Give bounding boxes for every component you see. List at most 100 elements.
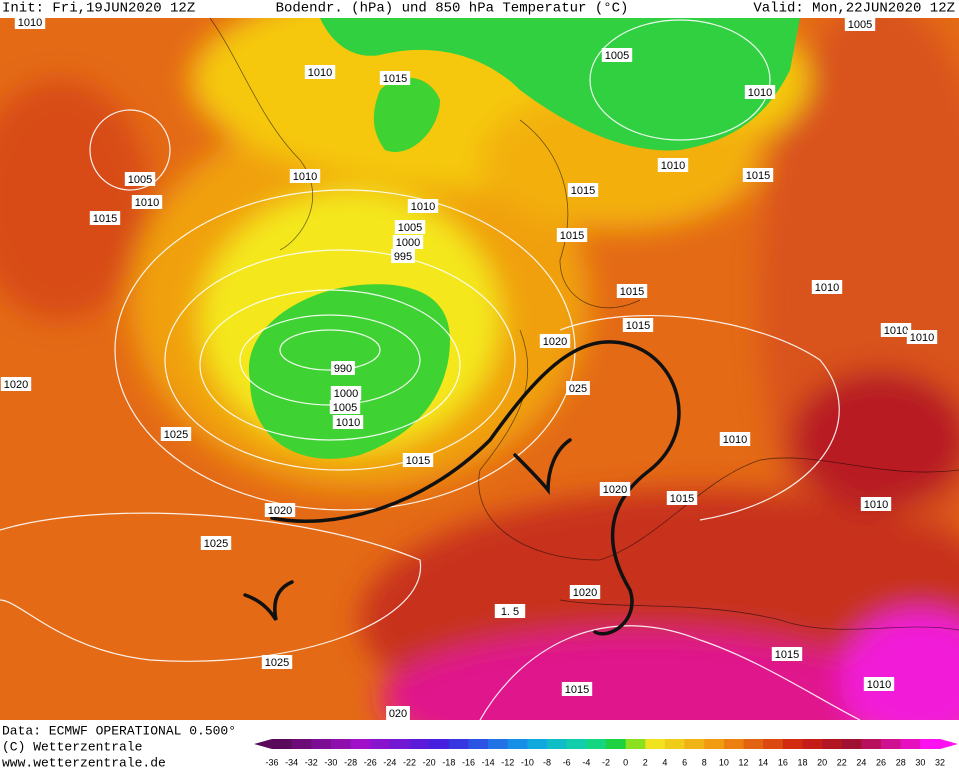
isobar-label-box: [200, 536, 232, 550]
legend-label: 12: [739, 757, 749, 767]
isobar-label: 1015: [620, 286, 644, 298]
legend-label: -26: [364, 757, 377, 767]
isobar-label: 1020: [603, 484, 627, 496]
isobar-label: 1025: [204, 538, 228, 550]
isobar-label: 1025: [265, 657, 289, 669]
isobar-label: 1005: [848, 19, 872, 31]
isobar-label-box: [771, 647, 803, 661]
legend-swatch: [448, 739, 469, 749]
green-area: [373, 77, 440, 152]
isobar-label-box: [0, 377, 32, 391]
legend-label: -12: [501, 757, 514, 767]
legend-label: -28: [344, 757, 357, 767]
hand-drawn-ridges: [243, 340, 681, 636]
isobar-label-box: [566, 381, 590, 395]
legend-label: -24: [383, 757, 396, 767]
legend-label: 22: [837, 757, 847, 767]
legend-swatch: [547, 739, 568, 749]
isobar-label: 1020: [4, 379, 28, 391]
legend-label: 16: [778, 757, 788, 767]
legend-end: [254, 739, 272, 749]
legend-swatch: [311, 739, 332, 749]
isobar-label-box: [657, 158, 689, 172]
isobar-label: 1015: [670, 493, 694, 505]
legend-swatch: [881, 739, 902, 749]
legend-swatch: [664, 739, 686, 749]
isobar-label: 1020: [543, 336, 567, 348]
legend-label: -10: [521, 757, 534, 767]
isobar-label: 1005: [333, 402, 357, 414]
isobar-label: 1010: [293, 171, 317, 183]
isobar-label: 1010: [308, 67, 332, 79]
legend-swatch: [723, 739, 745, 749]
isobar-label: 1005: [398, 222, 422, 234]
isobar-label-box: [863, 677, 895, 691]
legend-label: 0: [623, 757, 628, 767]
isobar-label: 020: [389, 708, 407, 720]
isobar-label-box: [332, 415, 364, 429]
legend-swatch: [488, 739, 509, 749]
isobar-label-box: [392, 235, 424, 249]
isobar-label-box: [494, 604, 526, 618]
legend-swatch: [350, 739, 371, 749]
isobar-label-box: [844, 18, 876, 31]
isobar-label: 1010: [748, 87, 772, 99]
legend-swatch: [409, 739, 430, 749]
legend-swatch: [920, 739, 941, 749]
isobar-label-box: [330, 386, 362, 400]
isobar-label-box: [616, 284, 648, 298]
legend-swatch: [704, 739, 725, 749]
legend-end: [940, 739, 958, 749]
legend-swatch: [782, 739, 803, 749]
legend-swatch: [841, 739, 862, 749]
isobar-label: 1000: [396, 237, 420, 249]
isobar-label-box: [407, 199, 439, 213]
legend-label: 14: [758, 757, 768, 767]
isobar-label: 1010: [884, 325, 908, 337]
legend-swatch: [468, 739, 489, 749]
isobar-label: 1010: [723, 434, 747, 446]
isobar-label-box: [331, 361, 355, 375]
isobar-label: 025: [569, 383, 587, 395]
legend-swatch: [566, 739, 587, 749]
isobar-label-box: [860, 497, 892, 511]
isobar-label-box: [880, 323, 912, 337]
isobar-label-box: [402, 453, 434, 467]
isobar-label: 1010: [336, 417, 360, 429]
legend-swatch: [586, 739, 607, 749]
legend-swatch: [763, 739, 784, 749]
isobar-label-box: [289, 169, 321, 183]
isobar-label: 1010: [411, 201, 435, 213]
init-label: Init: Fri,19JUN2020 12Z: [2, 1, 195, 17]
isobar-label-box: [304, 65, 336, 79]
legend-swatch: [625, 739, 646, 749]
footer-url: www.wetterzentrale.de: [2, 755, 166, 770]
legend-label: -18: [442, 757, 455, 767]
legend-swatch: [645, 739, 666, 749]
legend-swatch: [743, 739, 764, 749]
isobar-label: 1020: [268, 505, 292, 517]
isobar-label: 1015: [406, 455, 430, 467]
legend-label: 10: [719, 757, 729, 767]
coastlines: [209, 18, 959, 631]
legend-label: -32: [305, 757, 318, 767]
legend-label: 4: [662, 757, 667, 767]
legend-label: 2: [643, 757, 648, 767]
isobar-label-box: [719, 432, 751, 446]
green-area: [320, 18, 800, 151]
legend-swatch: [389, 739, 411, 749]
legend-label: -4: [582, 757, 590, 767]
isobar-label-box: [386, 706, 410, 720]
legend-label: -20: [423, 757, 436, 767]
isobar-label: 1005: [605, 50, 629, 62]
legend-label: -34: [285, 757, 298, 767]
isobar-label: 1000: [334, 388, 358, 400]
isobar-label: 1010: [910, 332, 934, 344]
legend-label: 28: [896, 757, 906, 767]
isobar-label: 1015: [775, 649, 799, 661]
isobar-label-box: [906, 330, 938, 344]
isobar-label-box: [391, 249, 415, 263]
legend-label: -16: [462, 757, 475, 767]
